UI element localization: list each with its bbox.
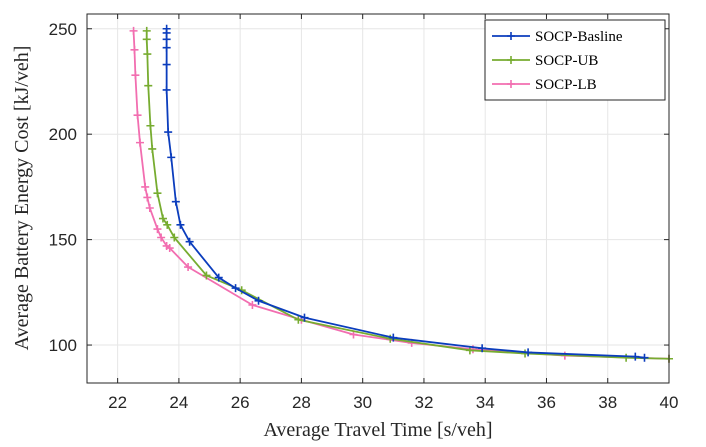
data-point-marker: [162, 85, 171, 94]
data-point-marker: [164, 128, 173, 137]
data-point-marker: [153, 189, 162, 198]
x-tick-label: 34: [476, 393, 495, 412]
data-point-marker: [294, 315, 303, 324]
series-line: [145, 30, 670, 360]
y-tick-label: 100: [49, 336, 77, 355]
data-point-marker: [162, 60, 171, 69]
data-point-marker: [144, 81, 153, 90]
data-point-marker: [185, 237, 194, 246]
legend-swatch-marker: [507, 32, 515, 40]
plot-frame: [86, 13, 670, 384]
y-axis-title: Average Battery Energy Cost [kJ/veh]: [11, 46, 33, 351]
data-point-marker: [158, 214, 167, 223]
data-point-marker: [622, 353, 631, 362]
x-tick-label: 24: [169, 393, 188, 412]
data-point-marker: [135, 138, 144, 147]
y-tick-label: 250: [49, 20, 77, 39]
data-point-marker: [300, 313, 309, 322]
x-tick-label: 30: [353, 393, 372, 412]
legend-label: SOCP-UB: [535, 53, 598, 69]
legend-label: SOCP-LB: [535, 77, 597, 93]
data-point-marker: [214, 273, 223, 282]
data-point-marker: [133, 111, 142, 120]
data-point-marker: [153, 225, 162, 234]
legend: SOCP-Basline SOCP-UB SOCP-LB: [484, 19, 666, 101]
data-point-marker: [141, 182, 150, 191]
data-point-marker: [176, 220, 185, 229]
data-point-marker: [162, 43, 171, 52]
legend-swatch-marker: [507, 56, 515, 64]
data-point-marker: [478, 344, 487, 353]
x-tick-label: 28: [292, 393, 311, 412]
x-tick-label: 38: [598, 393, 617, 412]
data-point-marker: [142, 26, 151, 35]
data-point-marker: [148, 144, 157, 153]
x-tick-label: 36: [537, 393, 556, 412]
data-point-marker: [171, 197, 180, 206]
x-tick-label: 40: [660, 393, 679, 412]
x-tick-label: 32: [414, 393, 433, 412]
ticks: 22 24 26 28 30 32 34 36 38 40 100 150 200 250: [49, 14, 679, 412]
data-point-marker: [254, 296, 263, 305]
data-point-marker: [130, 45, 139, 54]
data-point-marker: [524, 348, 533, 357]
data-point-marker: [163, 220, 172, 229]
data-point-marker: [129, 26, 138, 35]
data-point-marker: [165, 244, 174, 253]
data-point-marker: [157, 233, 166, 242]
x-axis-title: Average Travel Time [s/veh]: [263, 419, 492, 441]
x-tick-label: 26: [231, 393, 250, 412]
series-socp-basline: [162, 24, 649, 362]
data-point-marker: [142, 35, 151, 44]
data-point-marker: [162, 35, 171, 44]
data-point-marker: [231, 284, 240, 293]
y-tick-label: 150: [49, 231, 77, 250]
data-point-marker: [167, 153, 176, 162]
data-point-marker: [143, 193, 152, 202]
data-point-marker: [146, 121, 155, 130]
data-point-marker: [170, 233, 179, 242]
series-line: [132, 30, 670, 360]
y-tick-label: 200: [49, 125, 77, 144]
legend-label: SOCP-Basline: [535, 29, 623, 45]
data-point-marker: [202, 271, 211, 280]
data-point-marker: [143, 50, 152, 59]
series-layer: [129, 24, 673, 363]
data-point-marker: [131, 71, 140, 80]
data-point-marker: [631, 352, 640, 361]
data-point-marker: [145, 203, 154, 212]
data-point-marker: [184, 263, 193, 272]
legend-swatch-marker: [507, 80, 515, 88]
data-point-marker: [389, 333, 398, 342]
x-tick-label: 22: [108, 393, 127, 412]
data-point-marker: [248, 300, 257, 309]
data-point-marker: [640, 353, 649, 362]
